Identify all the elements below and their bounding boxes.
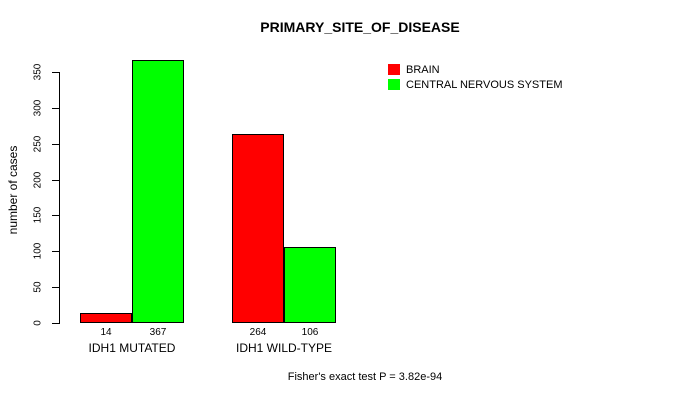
legend-item-brain: BRAIN: [388, 62, 562, 77]
y-axis-tick: [52, 323, 59, 324]
bar-value-label: 367: [149, 327, 167, 338]
y-axis-title-text: number of cases: [6, 145, 20, 235]
y-axis-tick: [52, 215, 59, 216]
y-axis-tick-label-text: 0: [32, 320, 44, 326]
bar-value-label: 14: [100, 327, 112, 338]
x-category-label-idh1-mutated: IDH1 MUTATED: [88, 341, 176, 355]
y-axis-tick-label-text: 50: [32, 281, 44, 293]
y-axis-tick: [52, 251, 59, 252]
y-axis-tick-label-text: 300: [32, 99, 44, 117]
y-axis-tick: [52, 108, 59, 109]
legend-item-central-nervous-system: CENTRAL NERVOUS SYSTEM: [388, 77, 562, 92]
x-category-label-idh1-wild-type: IDH1 WILD-TYPE: [235, 341, 332, 355]
bar-central-nervous-system-idh1-wild-type: [284, 247, 336, 323]
bar-value-label: 264: [249, 327, 267, 338]
legend-label-brain: BRAIN: [406, 63, 440, 76]
y-axis-tick-label-text: 350: [32, 63, 44, 81]
y-axis-line: [59, 72, 60, 324]
y-axis-tick-label-text: 150: [32, 206, 44, 224]
y-axis-tick: [52, 72, 59, 73]
legend-label-central-nervous-system: CENTRAL NERVOUS SYSTEM: [406, 78, 563, 91]
legend-swatch-central-nervous-system: [388, 79, 400, 90]
y-axis-tick: [52, 144, 59, 145]
bar-brain-idh1-wild-type: [232, 134, 284, 323]
y-axis-tick-label-text: 200: [32, 171, 44, 189]
y-axis-tick: [52, 180, 59, 181]
y-axis-tick: [52, 287, 59, 288]
legend: BRAIN CENTRAL NERVOUS SYSTEM: [388, 62, 562, 92]
bar-central-nervous-system-idh1-mutated: [132, 60, 184, 323]
y-axis-tick-label-text: 250: [32, 135, 44, 153]
legend-swatch-brain: [388, 64, 400, 75]
y-axis-tick-label-text: 100: [32, 242, 44, 260]
statistical-test-caption: Fisher's exact test P = 3.82e-94: [287, 371, 443, 383]
bar-value-label: 106: [301, 327, 319, 338]
bar-brain-idh1-mutated: [80, 313, 132, 323]
chart-title: PRIMARY_SITE_OF_DISEASE: [260, 19, 460, 35]
